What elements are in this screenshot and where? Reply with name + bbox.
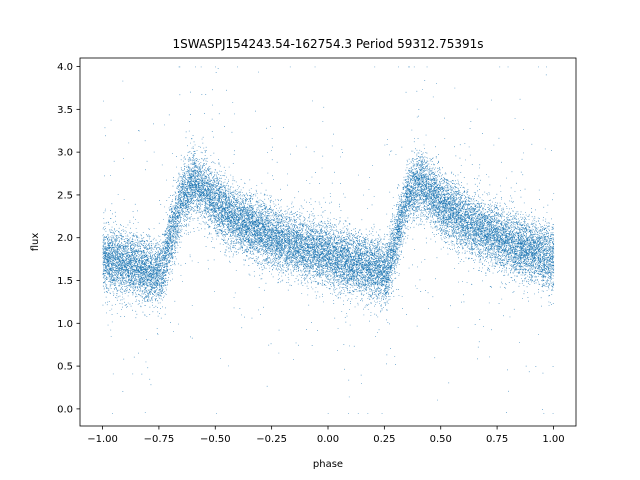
y-tick-label: 3.0 [57,148,73,159]
y-tick-label: 1.5 [57,276,73,287]
y-tick-label: 1.0 [57,319,73,330]
chart-title: 1SWASPJ154243.54-162754.3 Period 59312.7… [172,37,483,51]
x-tick-label: 0.00 [317,434,339,445]
x-axis-label: phase [313,459,343,470]
y-axis-label: flux [30,233,41,252]
y-tick-label: 3.5 [57,105,73,116]
y-tick-label: 2.5 [57,190,73,201]
x-tick-label: 1.00 [542,434,564,445]
y-axis: 0.0 0.5 1.0 1.5 2.0 2.5 3.0 3.5 4.0 [57,62,80,415]
y-tick-label: 0.0 [57,404,73,415]
y-tick-label: 0.5 [57,362,73,373]
x-tick-label: 0.50 [430,434,452,445]
x-axis: −1.00 −0.75 −0.50 −0.25 0.00 0.25 0.50 0.75 1.00 [87,426,565,445]
x-tick-label: 0.75 [486,434,508,445]
x-tick-label: 0.25 [373,434,395,445]
x-tick-label: −0.50 [200,434,231,445]
y-tick-label: 4.0 [57,62,73,73]
x-tick-label: −0.25 [256,434,287,445]
y-tick-label: 2.0 [57,233,73,244]
x-tick-label: −0.75 [144,434,175,445]
x-tick-label: −1.00 [87,434,118,445]
